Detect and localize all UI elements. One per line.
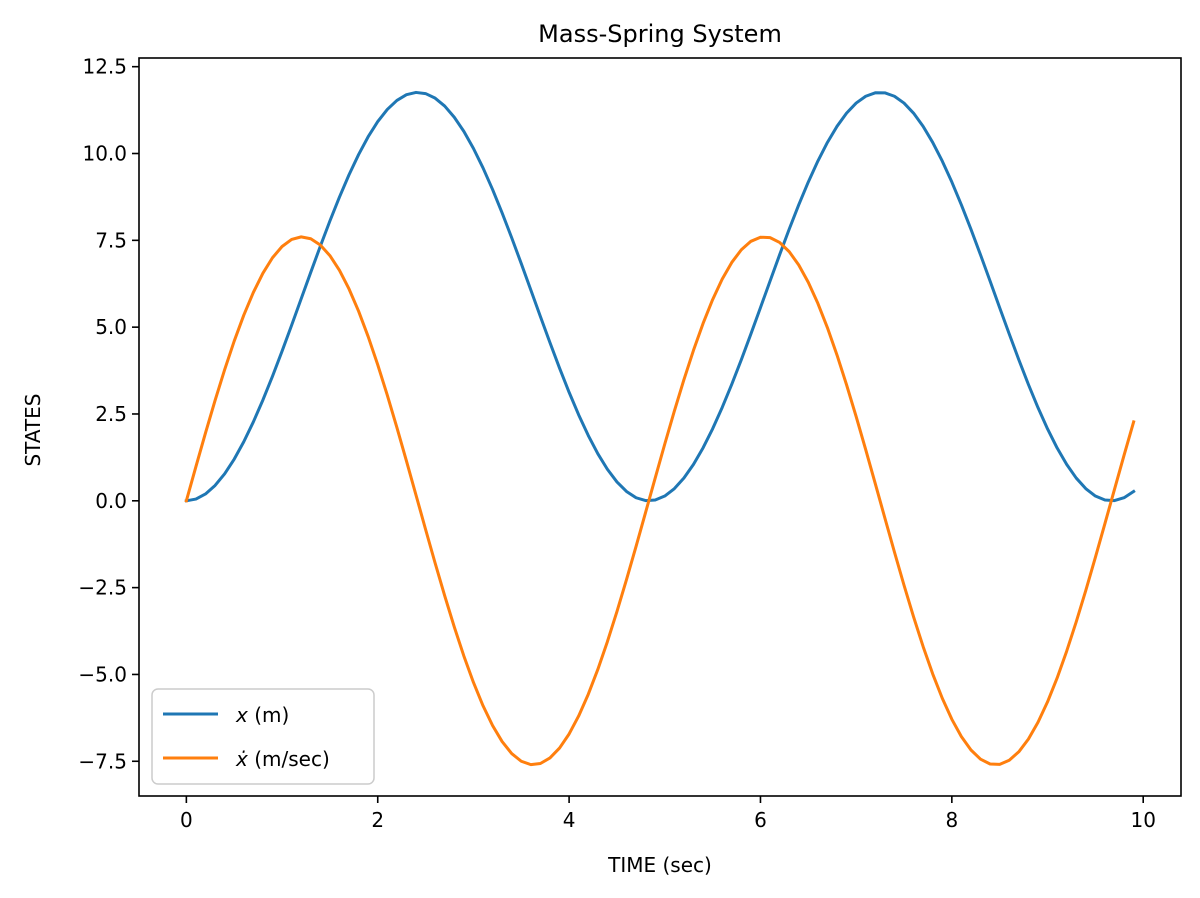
- legend-label-xdot: ẋ (m/sec): [235, 747, 330, 771]
- y-tick-label: 0.0: [95, 489, 127, 513]
- legend-label-x: x (m): [235, 703, 289, 727]
- x-tick-label: 4: [563, 808, 576, 832]
- series-layer: [184, 90, 1136, 767]
- y-tick-label: −2.5: [78, 576, 127, 600]
- x-tick-label: 6: [754, 808, 767, 832]
- x-tick-label: 2: [371, 808, 384, 832]
- series-line-x: [184, 90, 1136, 503]
- x-axis-label: TIME (sec): [607, 853, 712, 877]
- x-axis-ticks: 0 2 4 6 8 10: [180, 796, 1156, 832]
- x-tick-label: 0: [180, 808, 193, 832]
- y-axis-label: STATES: [21, 393, 45, 466]
- y-axis-ticks: −7.5 −5.0 −2.5 0.0 2.5 5.0 7.5 10.0 12.5: [78, 55, 139, 773]
- x-tick-label: 10: [1130, 808, 1155, 832]
- plot-area-frame: [138, 57, 1182, 797]
- y-tick-label: −7.5: [78, 749, 127, 773]
- y-tick-label: 2.5: [95, 402, 127, 426]
- x-tick-label: 8: [945, 808, 958, 832]
- y-tick-label: 7.5: [95, 228, 127, 252]
- series-line-xdot: [184, 235, 1136, 767]
- y-tick-label: 12.5: [82, 55, 127, 79]
- y-tick-label: 5.0: [95, 315, 127, 339]
- legend: x (m) ẋ (m/sec): [151, 688, 375, 785]
- y-tick-label: −5.0: [78, 662, 127, 686]
- chart-title: Mass-Spring System: [538, 20, 782, 48]
- y-tick-label: 10.0: [82, 142, 127, 166]
